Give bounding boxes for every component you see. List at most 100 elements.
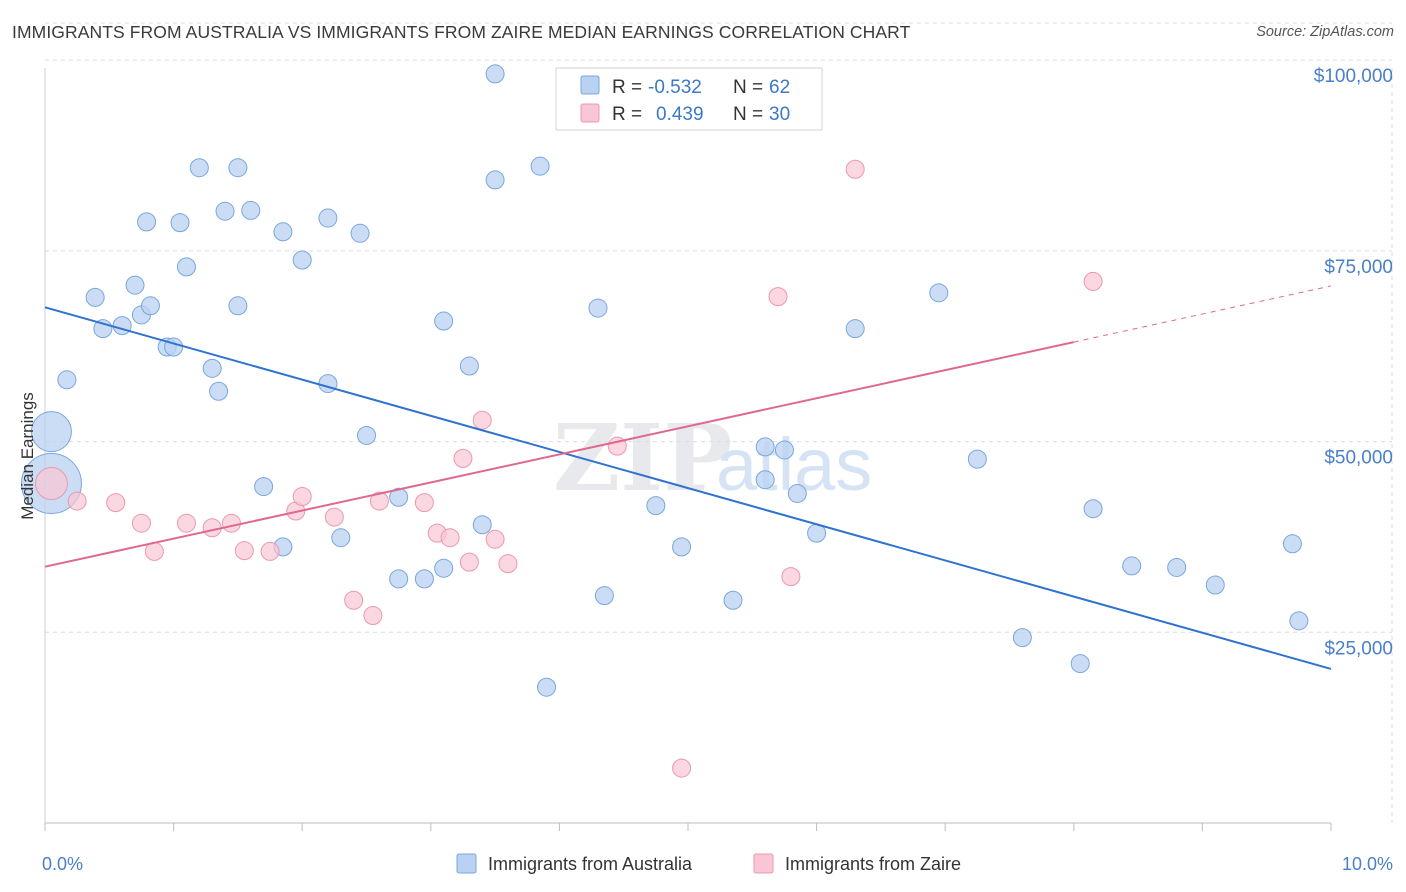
stats-r-label-zaire: R = xyxy=(612,104,642,125)
point-australia-35 xyxy=(459,356,479,376)
point-australia-31 xyxy=(389,569,409,589)
stats-n-value-zaire: 30 xyxy=(769,104,790,125)
stats-box-frame xyxy=(555,67,823,131)
point-australia-14 xyxy=(170,213,190,233)
trend-line-zaire xyxy=(44,341,1075,568)
legend-swatch-australia xyxy=(456,853,477,874)
point-zaire-27 xyxy=(781,567,801,587)
point-zaire-9 xyxy=(260,541,280,561)
point-australia-51 xyxy=(845,319,865,339)
legend: Immigrants from Australia Immigrants fro… xyxy=(456,853,961,874)
point-zaire-16 xyxy=(414,493,434,513)
point-australia-60 xyxy=(1289,611,1309,631)
point-australia-34 xyxy=(434,311,454,331)
point-australia-47 xyxy=(755,437,775,457)
point-australia-46 xyxy=(755,470,775,490)
point-zaire-12 xyxy=(324,507,344,527)
point-australia-42 xyxy=(594,586,614,606)
trend-lines xyxy=(44,285,1332,670)
point-zaire-11 xyxy=(292,486,312,506)
point-australia-28 xyxy=(331,528,351,548)
y-tick-label-1: $50,000 xyxy=(1324,448,1393,469)
point-australia-25 xyxy=(318,208,338,228)
point-australia-39 xyxy=(530,156,550,176)
point-australia-36 xyxy=(472,515,492,535)
point-zaire-6 xyxy=(202,518,222,538)
point-zaire-7 xyxy=(221,513,241,533)
point-australia-56 xyxy=(1083,499,1103,519)
x-axis-ticks: 0.0% 10.0% xyxy=(42,823,1393,874)
legend-label-australia: Immigrants from Australia xyxy=(488,854,693,874)
point-australia-11 xyxy=(137,212,157,232)
point-zaire-19 xyxy=(453,448,473,468)
data-points xyxy=(20,64,1309,778)
legend-swatch-zaire xyxy=(753,853,774,874)
x-tick-label-0: 0.0% xyxy=(42,854,83,874)
point-australia-57 xyxy=(1122,556,1142,576)
point-australia-1 xyxy=(30,411,72,453)
point-australia-7 xyxy=(125,275,145,295)
point-zaire-8 xyxy=(234,541,254,561)
x-tick-label-1: 10.0% xyxy=(1342,854,1393,874)
stats-r-label-australia: R = xyxy=(612,77,642,98)
stats-swatch-zaire xyxy=(580,103,600,123)
point-zaire-1 xyxy=(67,491,87,511)
point-australia-21 xyxy=(273,222,293,242)
point-australia-33 xyxy=(434,558,454,578)
point-australia-52 xyxy=(929,283,949,303)
point-australia-53 xyxy=(967,449,987,469)
point-australia-15 xyxy=(209,381,229,401)
point-zaire-23 xyxy=(498,554,518,574)
y-tick-label-3: $100,000 xyxy=(1314,66,1393,87)
point-australia-8 xyxy=(140,296,160,316)
point-australia-22 xyxy=(254,477,274,497)
point-australia-59 xyxy=(1205,575,1225,595)
point-zaire-14 xyxy=(363,606,383,626)
stats-n-value-australia: 62 xyxy=(769,77,790,98)
trend-line-australia xyxy=(44,306,1332,670)
point-australia-54 xyxy=(1012,628,1032,648)
point-australia-49 xyxy=(787,483,807,503)
stats-n-label-zaire: N = xyxy=(733,104,763,125)
point-australia-55 xyxy=(1070,654,1090,674)
trend-line-zaire-extension xyxy=(1073,285,1332,343)
point-zaire-25 xyxy=(672,758,692,778)
point-australia-3 xyxy=(85,287,105,307)
point-zaire-3 xyxy=(131,513,151,533)
point-australia-29 xyxy=(357,425,376,445)
point-zaire-21 xyxy=(472,410,492,430)
stats-n-label-australia: N = xyxy=(733,77,763,98)
point-zaire-29 xyxy=(1083,271,1103,291)
point-australia-18 xyxy=(202,358,222,378)
legend-label-zaire: Immigrants from Zaire xyxy=(785,854,961,874)
stats-swatch-australia xyxy=(580,75,600,95)
point-australia-2 xyxy=(57,370,77,390)
point-zaire-13 xyxy=(344,590,364,610)
point-zaire-15 xyxy=(369,491,389,511)
stats-box: R = -0.532 N = 62 R = 0.439 N = 30 xyxy=(555,67,823,131)
point-australia-38 xyxy=(485,64,505,84)
point-australia-30 xyxy=(389,487,409,507)
point-zaire-0 xyxy=(34,467,68,501)
point-australia-45 xyxy=(723,590,743,610)
gridlines xyxy=(45,22,1393,823)
point-australia-17 xyxy=(215,201,235,221)
point-australia-61 xyxy=(1282,534,1302,554)
point-zaire-22 xyxy=(485,529,505,549)
point-australia-48 xyxy=(774,440,794,460)
stats-r-value-australia: -0.532 xyxy=(648,77,702,98)
y-tick-label-0: $25,000 xyxy=(1324,638,1393,659)
point-australia-13 xyxy=(176,257,196,277)
source-credit: Source: ZipAtlas.com xyxy=(1256,24,1394,40)
stats-r-value-zaire: 0.439 xyxy=(656,104,704,125)
point-australia-16 xyxy=(228,158,248,178)
point-zaire-2 xyxy=(106,493,126,513)
chart-title: IMMIGRANTS FROM AUSTRALIA VS IMMIGRANTS … xyxy=(12,22,911,42)
point-australia-12 xyxy=(189,158,209,178)
point-zaire-18 xyxy=(440,528,460,548)
point-australia-32 xyxy=(414,569,434,589)
point-australia-24 xyxy=(292,250,312,270)
point-australia-27 xyxy=(318,374,338,394)
point-australia-40 xyxy=(537,677,557,697)
